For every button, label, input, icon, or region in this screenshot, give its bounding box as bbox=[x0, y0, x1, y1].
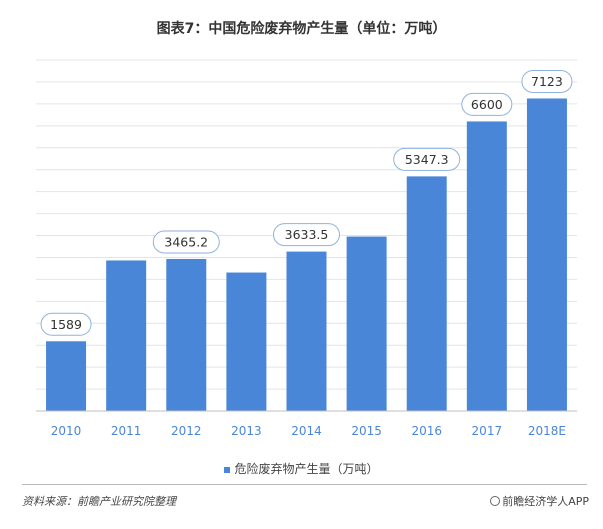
bar-2017 bbox=[466, 121, 507, 412]
data-label: 6600 bbox=[471, 97, 503, 112]
chart-title: 图表7：中国危险废弃物产生量（单位：万吨） bbox=[156, 21, 447, 37]
footer-divider bbox=[22, 484, 587, 485]
brand-name: 前瞻经济学人APP bbox=[502, 495, 589, 508]
source-note: 资料来源：前瞻产业研究院整理 bbox=[22, 495, 176, 508]
data-labels: 1589 3465.2 3633.5 5347.3 6600 7123 bbox=[40, 69, 573, 336]
legend-label: 危险废弃物产生量（万吨） bbox=[234, 462, 379, 476]
data-label-bubble bbox=[521, 69, 573, 93]
bars bbox=[46, 98, 567, 412]
data-label-bubble bbox=[40, 312, 92, 336]
x-tick-label: 2013 bbox=[231, 424, 262, 438]
data-label: 3465.2 bbox=[164, 234, 208, 249]
x-tick-label: 2018E bbox=[528, 424, 566, 438]
bar-2015 bbox=[346, 236, 387, 411]
x-tick-label: 2010 bbox=[51, 424, 82, 438]
bar-2011 bbox=[106, 260, 147, 411]
legend: 危险废弃物产生量（万吨） bbox=[0, 460, 603, 477]
x-tick-label: 2015 bbox=[351, 424, 382, 438]
data-label-bubble bbox=[273, 223, 340, 247]
x-tick-label: 2012 bbox=[171, 424, 202, 438]
x-tick-label: 2016 bbox=[411, 424, 442, 438]
data-label-bubble bbox=[152, 230, 220, 254]
bar-2016 bbox=[406, 176, 447, 411]
x-tick-label: 2017 bbox=[472, 424, 503, 438]
bar-2018E bbox=[526, 98, 567, 411]
x-tick-labels: 2010 2011 2012 2013 2014 2015 2016 2017 2018E bbox=[51, 424, 566, 438]
data-label: 7123 bbox=[531, 74, 563, 89]
x-tick-label: 2011 bbox=[111, 424, 142, 438]
bar-2010 bbox=[46, 341, 87, 411]
legend-swatch bbox=[224, 466, 231, 473]
brand-credit: 前瞻经济学人APP bbox=[490, 493, 589, 509]
brand-logo-icon bbox=[490, 496, 501, 506]
data-label: 5347.3 bbox=[405, 152, 449, 167]
bar-2013 bbox=[226, 272, 267, 411]
data-label-bubble bbox=[393, 147, 461, 171]
bar-2014 bbox=[286, 251, 327, 411]
bar-2012 bbox=[166, 258, 207, 411]
data-label: 3633.5 bbox=[285, 227, 329, 242]
x-tick-label: 2014 bbox=[291, 424, 322, 438]
data-label-bubble bbox=[461, 92, 513, 116]
data-label: 1589 bbox=[50, 317, 82, 332]
